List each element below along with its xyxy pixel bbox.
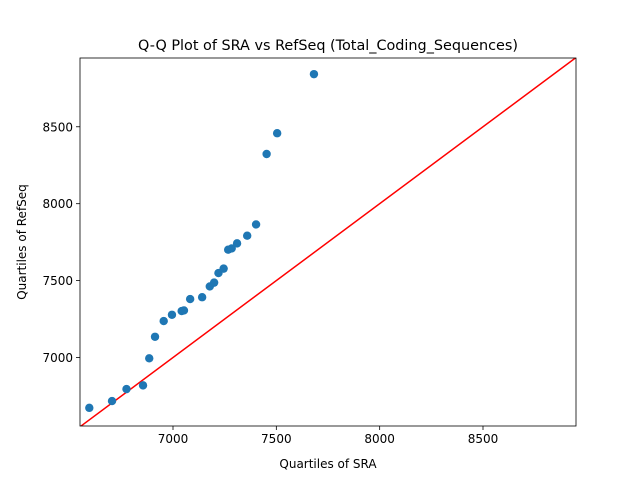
data-point xyxy=(262,149,271,159)
data-point xyxy=(145,354,154,363)
data-point xyxy=(197,293,207,302)
y-tick-label: 7000 xyxy=(42,351,73,365)
axes-frame xyxy=(79,57,577,427)
data-point xyxy=(219,264,228,273)
data-point xyxy=(179,306,189,315)
reference-line xyxy=(80,58,576,426)
y-tick-label: 8500 xyxy=(42,120,73,134)
data-point xyxy=(209,278,219,287)
chart-title: Q-Q Plot of SRA vs RefSeq (Total_Coding_… xyxy=(138,38,518,54)
y-tick-label: 8000 xyxy=(42,197,73,211)
data-point xyxy=(150,332,160,341)
plot-area: 7000 7500 8000 8500 7000 7500 8000 8500 xyxy=(42,57,577,446)
data-point xyxy=(227,244,236,253)
data-point xyxy=(85,403,94,413)
data-point xyxy=(167,310,177,319)
data-point xyxy=(107,396,117,406)
data-point xyxy=(159,316,168,326)
data-point xyxy=(138,381,148,390)
data-point xyxy=(251,220,261,229)
x-tick-label: 7000 xyxy=(158,432,189,446)
x-tick-label: 8500 xyxy=(468,432,499,446)
x-axis-label: Quartiles of SRA xyxy=(279,457,377,471)
x-tick-label: 8000 xyxy=(364,432,395,446)
data-point xyxy=(242,231,252,240)
data-point xyxy=(185,294,195,304)
x-tick-label: 7500 xyxy=(261,432,292,446)
data-point xyxy=(122,384,131,394)
data-point xyxy=(232,239,242,248)
data-point xyxy=(309,69,319,79)
data-point xyxy=(272,129,282,138)
y-axis-label: Quartiles of RefSeq xyxy=(15,184,29,300)
y-tick-label: 7500 xyxy=(42,274,73,288)
